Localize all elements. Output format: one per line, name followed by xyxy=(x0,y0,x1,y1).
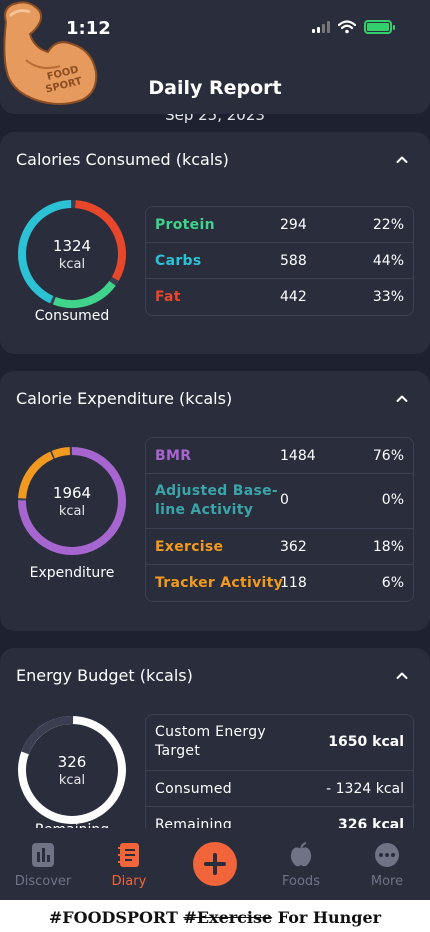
row-percent: 76% xyxy=(372,448,404,464)
row-kcal: 442 xyxy=(280,289,307,305)
expenditure-unit: kcal xyxy=(58,503,86,519)
row-name: Custom Energy Target xyxy=(155,723,266,761)
footer-part1: #FOODSPORT xyxy=(48,908,184,927)
row-name: Carbs xyxy=(155,253,202,269)
consumed-ring-chart xyxy=(17,200,126,308)
nav-foods-label: Foods xyxy=(282,874,320,889)
budget-ring-chart xyxy=(18,716,126,824)
row-percent: 6% xyxy=(381,575,404,591)
nav-discover[interactable]: Discover xyxy=(0,828,86,900)
budget-value: 326 xyxy=(57,752,87,771)
budget-ring: 326 kcal xyxy=(16,714,128,826)
row-name: Tracker Activity xyxy=(155,575,284,591)
footer-slogan: #FOODSPORT #Exercise For Hunger xyxy=(0,908,430,927)
calorie-expenditure-title: Calorie Expenditure (kcals) xyxy=(16,389,233,408)
row-name-line2: Target xyxy=(155,743,201,759)
nav-diary-label: Diary xyxy=(111,874,147,889)
row-name: Exercise xyxy=(155,539,224,555)
macros-table: Protein 294 22% Carbs 588 44% Fat 442 33… xyxy=(145,206,414,316)
nav-diary[interactable]: Diary xyxy=(86,828,172,900)
row-name-line2: line Activity xyxy=(155,502,254,518)
row-percent: 22% xyxy=(372,217,404,233)
wifi-icon xyxy=(338,20,356,34)
row-kcal: 0 xyxy=(280,492,289,508)
nav-foods[interactable]: Foods xyxy=(258,828,344,900)
calories-consumed-card: Calories Consumed (kcals) 1324 kcal Cons… xyxy=(0,132,430,354)
consumed-ring: 1324 kcal xyxy=(16,198,128,310)
row-kcal: 362 xyxy=(280,539,307,555)
row-kcal: 294 xyxy=(280,217,307,233)
cellular-signal-icon xyxy=(312,21,330,33)
row-kcal: 118 xyxy=(280,575,307,591)
row-name: Protein xyxy=(155,217,215,233)
consumed-unit: kcal xyxy=(58,256,86,272)
calorie-expenditure-card: Calorie Expenditure (kcals) 1964 kcal Ex… xyxy=(0,371,430,631)
row-name: Consumed xyxy=(155,781,232,797)
notebook-icon xyxy=(118,843,139,867)
expenditure-value: 1964 xyxy=(52,483,92,502)
energy-budget-card: Energy Budget (kcals) 326 kcal Remaining… xyxy=(0,648,430,854)
row-percent: 18% xyxy=(372,539,404,555)
expenditure-table: BMR 1484 76% Adjusted Base-line Activity… xyxy=(145,437,414,602)
chevron-up-icon[interactable] xyxy=(396,154,408,166)
row-percent: 0% xyxy=(381,492,404,508)
row-percent: 33% xyxy=(372,289,404,305)
table-row: Consumed - 1324 kcal xyxy=(146,771,413,807)
table-row: BMR 1484 76% xyxy=(146,438,413,474)
battery-icon xyxy=(364,20,395,34)
consumed-label: Consumed xyxy=(34,308,110,324)
row-name: BMR xyxy=(155,448,192,464)
footer-part3: For Hunger xyxy=(272,908,382,927)
bar-chart-icon xyxy=(32,843,54,867)
carbs-segment xyxy=(18,200,126,308)
fat-segment xyxy=(18,200,126,308)
row-kcal: 1484 xyxy=(280,448,316,464)
budget-used-segment xyxy=(18,716,126,824)
table-row: Exercise 362 18% xyxy=(146,529,413,565)
table-row: Protein 294 22% xyxy=(146,207,413,243)
foodsport-logo-icon: FOOD SPORT xyxy=(3,1,98,105)
row-percent: 44% xyxy=(372,253,404,269)
status-icons xyxy=(312,20,395,34)
row-value: 1650 kcal xyxy=(328,734,404,750)
footer-banner: #FOODSPORT #Exercise For Hunger xyxy=(0,900,430,932)
expenditure-ring: 1964 kcal xyxy=(16,445,128,557)
table-row: Custom Energy Target 1650 kcal xyxy=(146,715,413,771)
table-row: Tracker Activity 118 6% xyxy=(146,565,413,601)
row-name: Fat xyxy=(155,289,181,305)
table-row: Fat 442 33% xyxy=(146,279,413,315)
nav-add[interactable] xyxy=(172,828,258,900)
nav-more[interactable]: More xyxy=(344,828,430,900)
chevron-up-icon[interactable] xyxy=(396,393,408,405)
budget-unit: kcal xyxy=(58,772,86,788)
chevron-up-icon[interactable] xyxy=(396,670,408,682)
apple-icon xyxy=(290,842,312,867)
row-value: - 1324 kcal xyxy=(326,781,404,797)
nav-discover-label: Discover xyxy=(14,874,72,889)
table-row: Adjusted Base-line Activity 0 0% xyxy=(146,474,413,529)
expenditure-ring-chart xyxy=(17,446,126,556)
row-name-line1: Custom Energy xyxy=(155,724,266,740)
add-button[interactable] xyxy=(193,842,237,886)
energy-budget-title: Energy Budget (kcals) xyxy=(16,666,193,685)
consumed-value: 1324 xyxy=(52,236,92,255)
dots-icon xyxy=(375,843,399,867)
page-title: Daily Report xyxy=(148,77,282,99)
table-row: Carbs 588 44% xyxy=(146,243,413,279)
expenditure-label: Expenditure xyxy=(29,565,115,581)
bottom-nav: Discover Diary Foods xyxy=(0,828,430,900)
footer-part2: #Exercise xyxy=(183,908,273,927)
plus-icon xyxy=(204,853,226,875)
status-time: 1:12 xyxy=(66,18,111,39)
row-name-line1: Adjusted Base- xyxy=(155,483,278,499)
nav-more-label: More xyxy=(370,874,404,889)
row-name: Adjusted Base-line Activity xyxy=(155,482,278,520)
row-kcal: 588 xyxy=(280,253,307,269)
calories-consumed-title: Calories Consumed (kcals) xyxy=(16,150,229,169)
bmr-segment xyxy=(18,447,126,555)
